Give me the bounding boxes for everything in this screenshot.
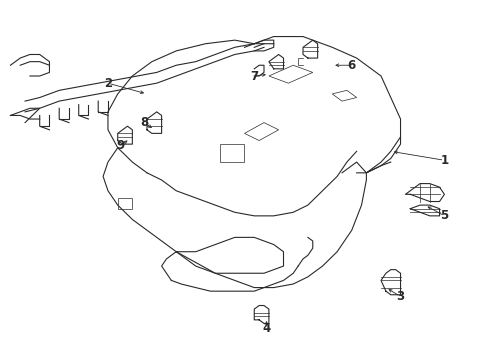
- Text: 9: 9: [116, 139, 124, 152]
- Text: 6: 6: [347, 59, 355, 72]
- Text: 1: 1: [440, 154, 447, 167]
- Text: 7: 7: [250, 69, 258, 82]
- Text: 8: 8: [140, 116, 148, 129]
- Text: 4: 4: [262, 322, 270, 335]
- Text: 2: 2: [103, 77, 112, 90]
- Text: 3: 3: [396, 290, 404, 303]
- Text: 5: 5: [439, 210, 447, 222]
